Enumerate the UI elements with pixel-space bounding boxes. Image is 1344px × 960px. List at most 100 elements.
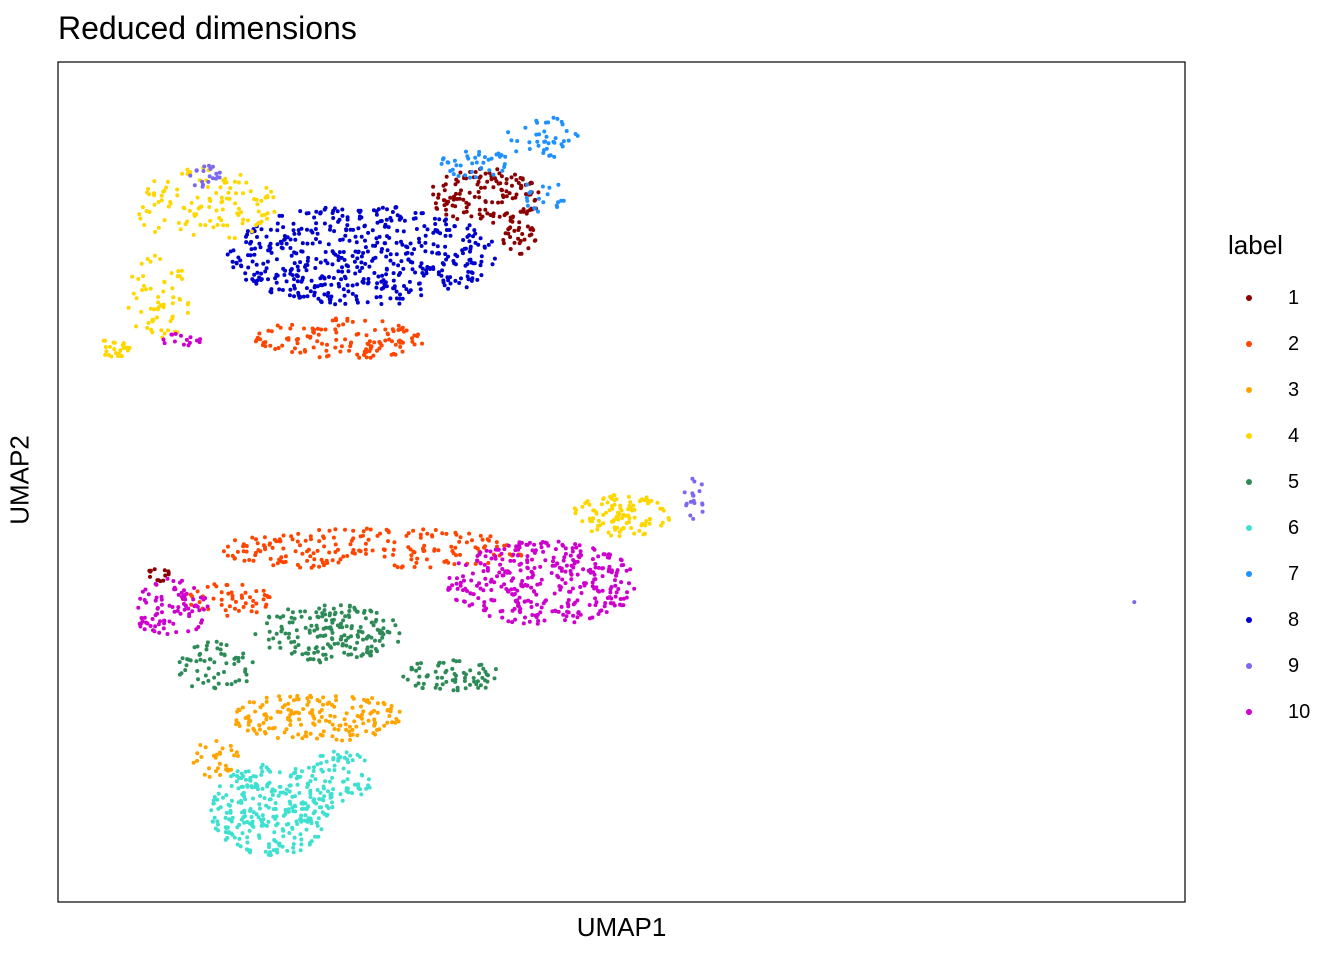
data-point — [175, 193, 180, 198]
data-point — [206, 678, 211, 683]
data-point — [483, 554, 488, 559]
data-point — [293, 767, 298, 771]
data-point — [257, 802, 262, 807]
data-point — [261, 588, 266, 593]
data-point — [493, 554, 498, 559]
data-point — [354, 724, 359, 729]
data-point — [342, 717, 347, 722]
data-point — [152, 202, 157, 207]
data-point — [367, 651, 372, 656]
data-point — [346, 790, 351, 795]
data-point — [613, 578, 617, 583]
data-point — [478, 550, 483, 555]
data-point — [308, 289, 313, 294]
data-point — [514, 192, 519, 197]
data-point — [476, 152, 481, 157]
data-point — [344, 786, 349, 791]
data-point — [291, 228, 296, 233]
data-point — [478, 263, 483, 268]
data-point — [280, 288, 285, 292]
data-point — [688, 513, 693, 518]
data-point — [277, 694, 282, 699]
data-point — [255, 783, 260, 788]
data-point — [363, 541, 368, 546]
data-point — [520, 176, 525, 181]
data-point — [296, 531, 301, 536]
data-point — [627, 503, 632, 508]
data-point — [255, 278, 260, 283]
data-point — [348, 542, 353, 547]
data-point — [450, 678, 455, 683]
data-point — [333, 327, 338, 332]
data-point — [145, 257, 150, 261]
data-point — [194, 659, 199, 664]
data-point — [418, 535, 423, 540]
data-point — [542, 139, 547, 144]
data-point — [146, 592, 151, 597]
data-point — [375, 348, 379, 353]
data-point — [381, 626, 386, 631]
data-point — [183, 668, 188, 673]
data-point — [240, 221, 245, 226]
data-point — [201, 169, 206, 173]
data-point — [354, 332, 359, 337]
data-point — [442, 198, 447, 203]
data-point — [315, 649, 320, 654]
data-point — [509, 587, 514, 592]
data-point — [506, 130, 511, 135]
data-point — [454, 659, 459, 664]
data-point — [322, 811, 327, 816]
data-point — [506, 619, 511, 624]
data-point — [181, 205, 186, 210]
legend-item: 2 — [1228, 321, 1310, 367]
data-point — [299, 722, 303, 727]
data-point — [178, 227, 183, 232]
data-point — [473, 175, 478, 180]
data-point — [378, 341, 383, 346]
data-point — [385, 332, 390, 337]
data-point — [267, 629, 272, 634]
data-point — [213, 686, 218, 691]
data-point — [491, 214, 496, 219]
data-point — [219, 218, 224, 223]
data-point — [378, 294, 383, 299]
data-point — [256, 209, 261, 214]
data-point — [249, 229, 254, 234]
data-point — [215, 797, 220, 802]
data-point — [336, 727, 341, 732]
data-point — [254, 537, 258, 542]
data-point — [162, 280, 167, 285]
data-point — [300, 249, 305, 254]
data-point — [517, 220, 522, 225]
data-point — [306, 647, 311, 651]
data-point — [320, 614, 325, 619]
data-point — [141, 274, 146, 279]
data-point — [538, 564, 543, 569]
data-point — [500, 567, 505, 571]
data-point — [197, 652, 202, 657]
data-point — [241, 542, 246, 547]
data-point — [251, 726, 256, 731]
data-point — [270, 787, 275, 792]
data-point — [140, 589, 145, 594]
data-point — [197, 600, 202, 605]
data-point — [500, 168, 505, 173]
data-point — [290, 322, 295, 327]
data-point — [304, 730, 308, 735]
data-point — [251, 700, 256, 705]
data-point — [292, 283, 296, 288]
data-point — [525, 198, 530, 203]
data-point — [183, 603, 188, 608]
data-point — [371, 731, 376, 736]
data-point — [253, 632, 258, 637]
data-point — [409, 667, 414, 672]
data-point — [271, 807, 276, 811]
data-point — [355, 640, 360, 645]
data-point — [350, 758, 355, 763]
data-point — [589, 529, 594, 534]
data-point — [280, 343, 285, 348]
data-point — [314, 820, 319, 825]
data-point — [324, 718, 328, 723]
data-point — [343, 527, 347, 532]
data-point — [410, 336, 414, 341]
